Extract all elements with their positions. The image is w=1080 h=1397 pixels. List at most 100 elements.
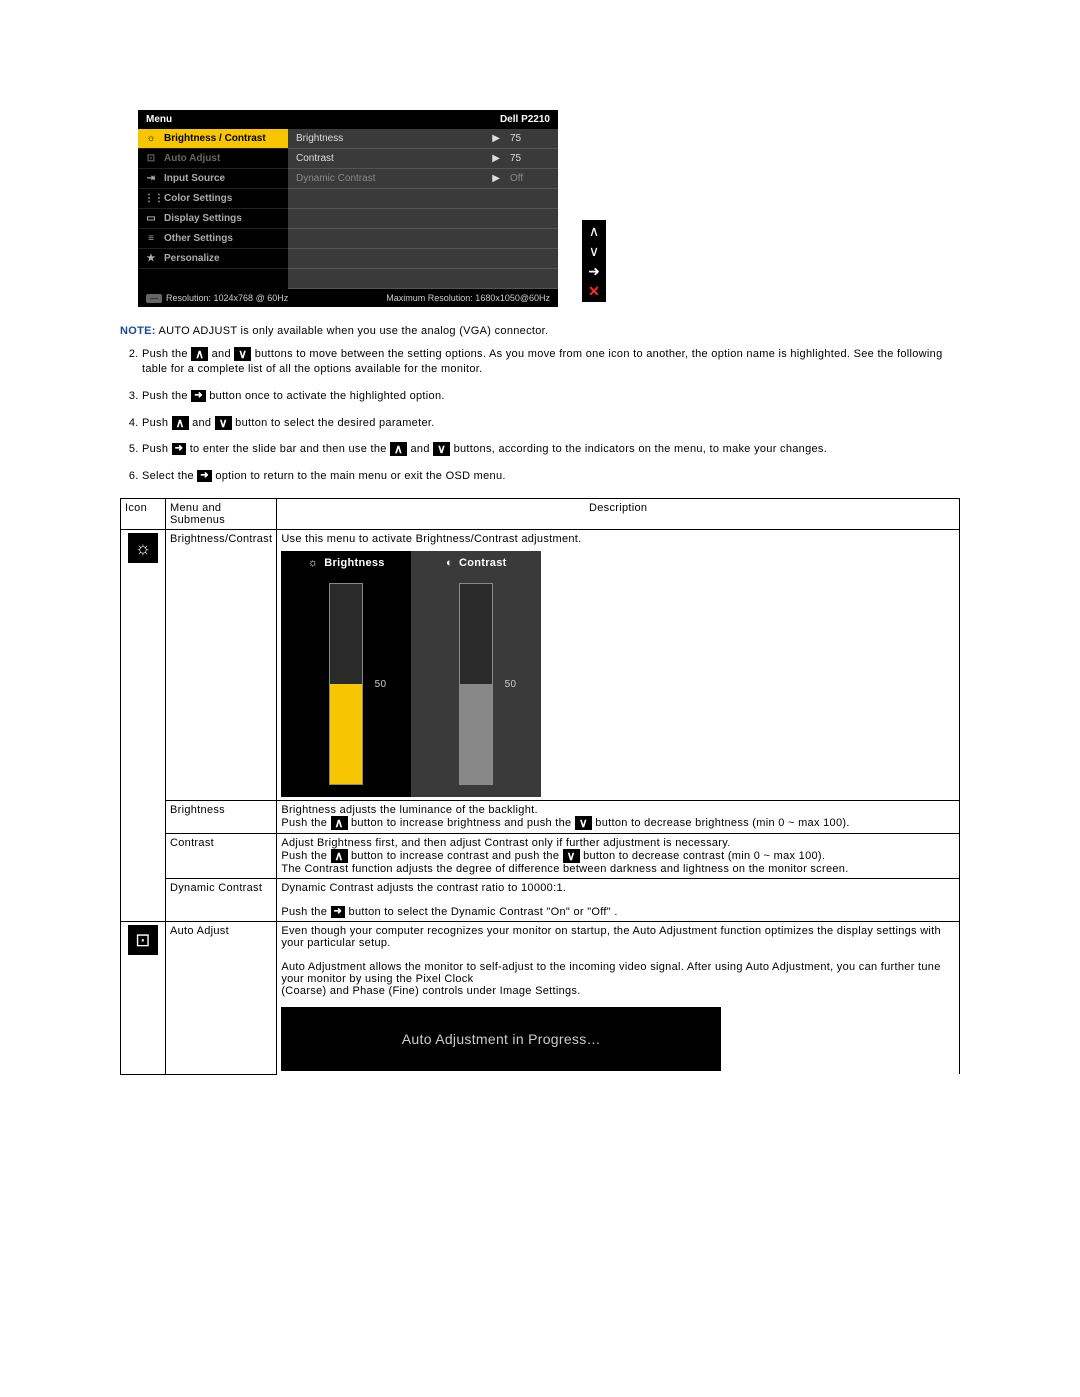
osd-menu-item[interactable]: ⇥Input Source	[138, 169, 288, 189]
contrast-value: 50	[505, 679, 517, 690]
osd-max-resolution: Maximum Resolution: 1680x1050@60Hz	[386, 293, 550, 303]
down-icon: ∨	[234, 347, 251, 361]
menu-name: Contrast	[166, 834, 277, 879]
setting-label: Dynamic Contrast	[296, 173, 482, 184]
osd-empty-row	[288, 189, 558, 209]
osd-resolution: Resolution: 1024x768 @ 60Hz	[166, 293, 288, 303]
osd-setting-row[interactable]: Dynamic Contrast ▶ Off	[288, 169, 558, 189]
menu-item-label: Other Settings	[164, 233, 233, 244]
table-header-row: Icon Menu and Submenus Description	[121, 499, 960, 530]
osd-menu-item[interactable]: ⊡ Auto Adjust	[138, 149, 288, 169]
description-table: Icon Menu and Submenus Description ☼ Bri…	[120, 498, 960, 1075]
brightness-icon: ☼	[128, 533, 158, 563]
cell-desc: Brightness adjusts the luminance of the …	[277, 801, 960, 834]
note-text: AUTO ADJUST is only available when you u…	[156, 325, 549, 337]
down-icon: ∨	[433, 442, 450, 456]
down-icon: ∨	[563, 849, 580, 863]
menu-name: Dynamic Contrast	[166, 879, 277, 922]
step-4: Push ∧ and ∨ button to select the desire…	[142, 416, 960, 431]
steps-list: Push the ∧ and ∨ buttons to move between…	[120, 347, 960, 484]
cell-desc: Even though your computer recognizes you…	[277, 922, 960, 1075]
menu-item-label: Auto Adjust	[164, 153, 220, 164]
osd-menu-item[interactable]: ★ Personalize	[138, 249, 288, 269]
contrast-icon: ◐	[446, 557, 453, 569]
table-row: Contrast Adjust Brightness first, and th…	[121, 834, 960, 879]
contrast-bar: 50	[459, 583, 493, 785]
close-icon[interactable]: ✕	[588, 284, 600, 298]
menu-name: Brightness/Contrast	[166, 530, 277, 801]
brightness-contrast-graphic: ☼Brightness 50 ◐Contrast 50	[281, 551, 541, 797]
osd-right-panel: Brightness ▶ 75 Contrast ▶ 75 Dynamic Contrast…	[288, 129, 558, 289]
menu-item-icon: ▭	[144, 213, 158, 224]
menu-item-icon: ≡	[144, 233, 158, 244]
osd-setting-row[interactable]: Brightness ▶ 75	[288, 129, 558, 149]
note-prefix: NOTE:	[120, 325, 156, 337]
enter-icon: ➜	[331, 906, 346, 918]
down-icon[interactable]: ∨	[589, 244, 599, 258]
right-icon[interactable]: ➜	[588, 264, 600, 278]
up-icon: ∧	[331, 849, 348, 863]
step-3: Push the ➜ button once to activate the h…	[142, 389, 960, 404]
setting-value: 75	[510, 133, 550, 144]
osd-empty-row	[288, 269, 558, 289]
cell-desc: Use this menu to activate Brightness/Con…	[277, 530, 960, 801]
play-icon: ▶	[492, 133, 500, 144]
brightness-bar: 50	[329, 583, 363, 785]
brightness-value: 50	[375, 679, 387, 690]
osd-left-menu: ☼Brightness / Contrast ⊡ Auto Adjust ⇥Input…	[138, 129, 288, 289]
col-menu: Menu and Submenus	[166, 499, 277, 530]
auto-adjust-icon: ⊡	[128, 925, 158, 955]
osd-empty-row	[288, 249, 558, 269]
table-row: ☼ Brightness/Contrast Use this menu to a…	[121, 530, 960, 801]
menu-item-icon: ⋮⋮	[144, 193, 158, 204]
table-row: Brightness Brightness adjusts the lumina…	[121, 801, 960, 834]
setting-label: Brightness	[296, 133, 482, 144]
step-5: Push ➜ to enter the slide bar and then u…	[142, 442, 960, 457]
osd-model: Dell P2210	[500, 114, 550, 125]
play-icon: ▶	[492, 173, 500, 184]
col-icon: Icon	[121, 499, 166, 530]
step-6: Select the ➜ option to return to the mai…	[142, 469, 960, 484]
osd-side-buttons: ∧ ∨ ➜ ✕	[582, 220, 606, 302]
menu-name: Auto Adjust	[166, 922, 277, 1075]
osd-menu-item[interactable]: ▭ Display Settings	[138, 209, 288, 229]
play-icon: ▶	[492, 153, 500, 164]
step-2: Push the ∧ and ∨ buttons to move between…	[142, 347, 960, 377]
up-icon: ∧	[172, 416, 189, 430]
sun-icon: ☼	[308, 557, 318, 569]
osd-menu-item[interactable]: ☼Brightness / Contrast	[138, 129, 288, 149]
auto-adjust-progress: Auto Adjustment in Progress…	[281, 1007, 721, 1071]
enter-icon: ➜	[172, 443, 187, 455]
menu-item-icon: ☼	[144, 133, 158, 144]
down-icon: ∨	[575, 816, 592, 830]
up-icon: ∧	[191, 347, 208, 361]
menu-item-icon: ⇥	[144, 173, 158, 184]
menu-name: Brightness	[166, 801, 277, 834]
up-icon: ∧	[390, 442, 407, 456]
osd-empty-row	[288, 229, 558, 249]
osd-screenshot: Menu Dell P2210 ☼Brightness / Contrast ⊡ A…	[138, 110, 960, 307]
menu-item-label: Personalize	[164, 253, 220, 264]
osd-menu-item[interactable]: ≡ Other Settings	[138, 229, 288, 249]
menu-item-label: Display Settings	[164, 213, 242, 224]
table-row: Dynamic Contrast Dynamic Contrast adjust…	[121, 879, 960, 922]
up-icon: ∧	[331, 816, 348, 830]
col-desc: Description	[277, 499, 960, 530]
setting-label: Contrast	[296, 153, 482, 164]
menu-item-icon: ★	[144, 253, 158, 264]
enter-icon: ➜	[191, 390, 206, 402]
menu-item-label: Color Settings	[164, 193, 232, 204]
enter-icon: ➜	[197, 470, 212, 482]
contrast-fill	[460, 684, 492, 784]
brightness-fill	[330, 684, 362, 784]
osd-menu-item[interactable]: ⋮⋮ Color Settings	[138, 189, 288, 209]
osd-menu-label: Menu	[146, 114, 172, 125]
osd-setting-row[interactable]: Contrast▶75	[288, 149, 558, 169]
menu-item-icon: ⊡	[144, 153, 158, 164]
up-icon[interactable]: ∧	[589, 224, 599, 238]
setting-value: Off	[510, 173, 550, 184]
osd-menu: Menu Dell P2210 ☼Brightness / Contrast ⊡ A…	[138, 110, 558, 307]
down-icon: ∨	[215, 416, 232, 430]
table-row: ⊡ Auto Adjust Even though your computer …	[121, 922, 960, 1075]
cell-desc: Adjust Brightness first, and then adjust…	[277, 834, 960, 879]
